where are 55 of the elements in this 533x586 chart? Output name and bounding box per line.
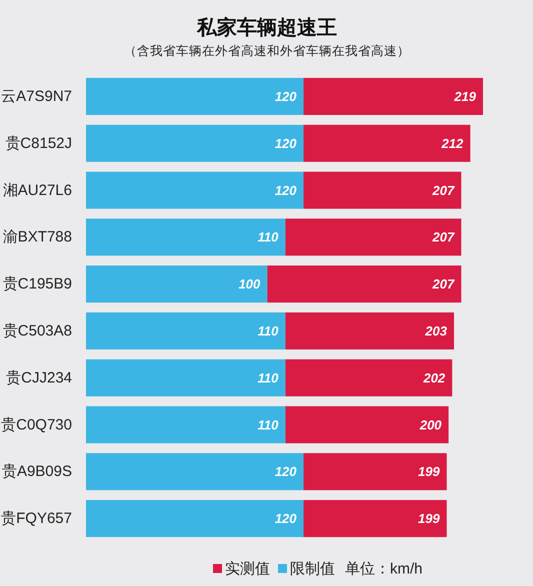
bar <box>86 124 304 162</box>
y-tick-label: 贵CJJ234 <box>6 369 72 386</box>
y-tick-label: 渝BXT788 <box>2 228 72 246</box>
bar <box>285 359 452 396</box>
bar <box>86 406 286 444</box>
bar <box>86 78 304 115</box>
bar <box>285 406 449 444</box>
bar <box>86 359 286 396</box>
total-label: 207 <box>432 182 456 198</box>
data-label: 120 <box>274 511 298 526</box>
chart-title: 私家车辆超速王 <box>196 16 337 39</box>
total-label: 202 <box>422 370 446 386</box>
bar <box>267 266 462 303</box>
total-label: 207 <box>432 276 456 292</box>
data-label: 100 <box>238 276 262 292</box>
total-label: 219 <box>453 88 477 104</box>
bar <box>304 172 462 209</box>
y-tick-label: 湘AU27L6 <box>2 182 72 199</box>
data-label: 120 <box>274 464 298 480</box>
bar <box>86 312 286 350</box>
chart-subtitle: （含我省车辆在外省高速和外省车辆在我省高速） <box>124 43 410 58</box>
data-label: 110 <box>258 323 280 338</box>
bar <box>304 500 447 538</box>
data-label: 120 <box>274 88 298 104</box>
bar <box>86 218 286 256</box>
bar <box>86 453 304 490</box>
bar <box>86 266 268 303</box>
total-label: 199 <box>418 464 440 480</box>
total-label: 199 <box>418 511 440 526</box>
bar <box>285 312 454 350</box>
bar <box>86 500 304 538</box>
legend-label: 实测值 <box>225 560 270 578</box>
total-label: 212 <box>440 136 464 151</box>
y-tick-label: 贵A9B09S <box>2 463 72 480</box>
bar <box>304 78 483 115</box>
data-label: 110 <box>258 417 280 432</box>
data-label: 110 <box>258 230 280 245</box>
bar <box>86 172 304 209</box>
data-label: 120 <box>274 182 298 198</box>
y-tick-label: 贵C195B9 <box>2 276 72 293</box>
bar <box>304 453 447 490</box>
y-tick-label: 云A7S9N7 <box>1 88 72 105</box>
bar <box>304 124 470 162</box>
data-label: 110 <box>258 370 280 386</box>
text: 单位：km/h <box>345 560 423 578</box>
total-label: 207 <box>432 230 456 245</box>
legend-label: 限制值 <box>290 560 335 578</box>
bar <box>285 218 462 256</box>
data-label: 120 <box>274 136 298 151</box>
y-tick-label: 贵FQY657 <box>1 510 72 528</box>
y-tick-label: 贵C0Q730 <box>1 416 72 434</box>
y-tick-label: 贵C8152J <box>5 134 72 152</box>
total-label: 200 <box>418 417 442 432</box>
total-label: 203 <box>424 323 448 338</box>
y-tick-label: 贵C503A8 <box>2 322 72 340</box>
